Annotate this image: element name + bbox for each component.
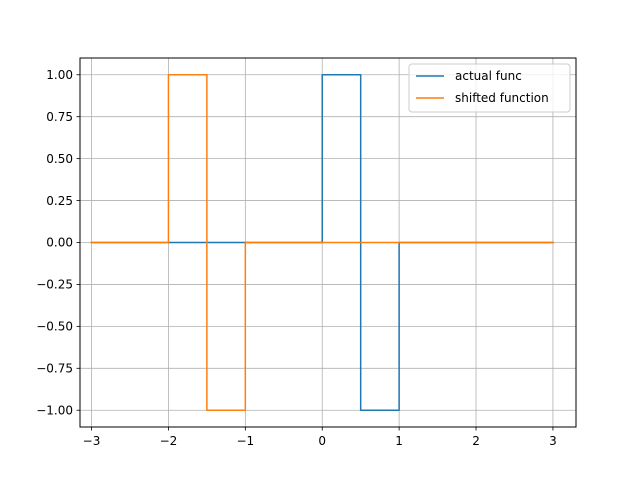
y-tick-label-0-00: 0.00 [46,236,73,250]
series-line-shifted-function [90,74,554,411]
y-tick-label-minus-0-25: −0.25 [36,278,73,292]
x-tick-label-minus-2: −2 [160,434,178,448]
legend-label-shifted-function: shifted function [455,91,549,105]
x-tick-label-1: 1 [395,434,403,448]
legend: actual func shifted function [408,63,571,113]
x-tick-label-minus-3: −3 [83,434,101,448]
y-tick-label-minus-0-75: −0.75 [36,361,73,375]
legend-box [408,63,571,113]
y-tick-label-minus-0-50: −0.50 [36,320,73,334]
x-tick-label-2: 2 [472,434,480,448]
y-tick-label-0-25: 0.25 [46,194,73,208]
grid [80,58,576,427]
y-tick-label-minus-1-00: −1.00 [36,403,73,417]
plot-lines [90,74,554,411]
x-axis: −3 −2 −1 0 1 2 3 [83,427,557,448]
y-tick-label-1-00: 1.00 [46,68,73,82]
legend-label-actual-func: actual func [455,69,522,83]
x-tick-label-3: 3 [549,434,557,448]
y-tick-label-0-50: 0.50 [46,152,73,166]
x-tick-label-minus-1: −1 [236,434,254,448]
x-tick-label-0: 0 [318,434,326,448]
y-axis: −1.00 −0.75 −0.50 −0.25 0.00 0.25 0.50 0.75 1.00 [36,68,80,417]
y-tick-label-0-75: 0.75 [46,110,73,124]
